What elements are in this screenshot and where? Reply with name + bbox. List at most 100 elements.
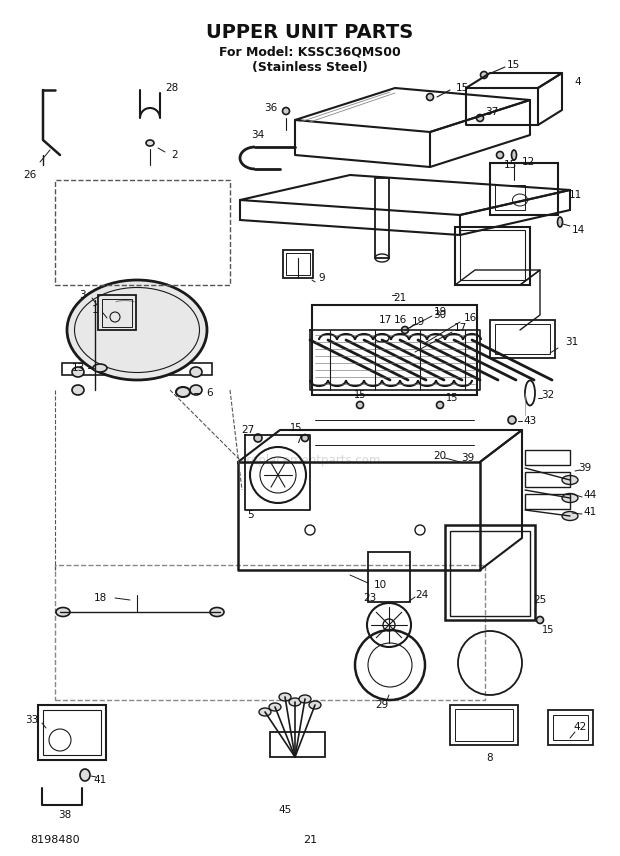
Ellipse shape [176, 387, 190, 397]
Text: 24: 24 [415, 590, 428, 600]
Text: 36: 36 [264, 103, 278, 113]
Ellipse shape [436, 401, 443, 408]
Ellipse shape [402, 326, 409, 334]
Text: 23: 23 [363, 593, 376, 603]
Bar [490, 320, 555, 358]
Text: 38: 38 [58, 810, 72, 820]
Text: 45: 45 [278, 805, 291, 815]
Text: 3: 3 [79, 290, 86, 300]
Ellipse shape [536, 616, 544, 623]
Text: 25: 25 [533, 595, 547, 605]
Text: 12: 12 [521, 157, 534, 167]
Bar [286, 253, 310, 275]
Text: 42: 42 [574, 722, 587, 732]
Text: 15: 15 [290, 423, 302, 433]
Bar [55, 180, 230, 285]
Ellipse shape [356, 401, 363, 408]
Text: 31: 31 [565, 337, 578, 347]
Text: 9: 9 [319, 273, 326, 283]
Text: 37: 37 [485, 107, 498, 117]
Bar [460, 230, 525, 280]
Text: 17: 17 [378, 315, 392, 325]
Text: 8: 8 [487, 753, 494, 763]
Text: 15: 15 [446, 393, 458, 403]
Bar [450, 531, 530, 616]
Bar [368, 552, 410, 602]
Bar [525, 494, 570, 509]
Ellipse shape [299, 695, 311, 703]
Ellipse shape [210, 608, 224, 616]
Ellipse shape [289, 698, 301, 706]
Bar [525, 472, 570, 487]
Text: 5: 5 [247, 510, 254, 520]
Text: 16: 16 [463, 313, 477, 323]
Bar [445, 525, 535, 620]
Bar [312, 305, 477, 395]
Ellipse shape [72, 367, 84, 377]
Ellipse shape [93, 364, 107, 372]
Text: 15: 15 [542, 625, 554, 635]
Text: 7: 7 [294, 435, 301, 445]
Bar [495, 324, 550, 354]
Bar [43, 710, 101, 755]
Text: 1: 1 [92, 305, 99, 315]
Text: 33: 33 [25, 715, 38, 725]
Ellipse shape [562, 494, 578, 502]
Bar [375, 178, 389, 258]
Bar [283, 250, 313, 278]
Text: 8198480: 8198480 [30, 835, 79, 845]
Text: 19: 19 [412, 317, 425, 327]
Ellipse shape [56, 608, 70, 616]
Bar [495, 185, 525, 210]
Bar [55, 565, 485, 700]
Ellipse shape [254, 434, 262, 442]
Ellipse shape [508, 416, 516, 424]
Text: (Stainless Steel): (Stainless Steel) [252, 61, 368, 74]
Text: 27: 27 [241, 425, 255, 435]
Bar [38, 705, 106, 760]
Text: For Model: KSSC36QMS00: For Model: KSSC36QMS00 [219, 45, 401, 58]
Ellipse shape [190, 367, 202, 377]
Text: 41: 41 [94, 775, 107, 785]
Text: 15: 15 [507, 60, 520, 70]
Bar [62, 363, 212, 375]
Text: 14: 14 [572, 225, 585, 235]
Text: 15: 15 [354, 390, 366, 400]
Ellipse shape [557, 217, 562, 227]
Text: 18: 18 [94, 593, 107, 603]
Text: 15: 15 [503, 160, 516, 170]
Bar [102, 299, 132, 327]
Text: 21: 21 [303, 835, 317, 845]
Ellipse shape [146, 140, 154, 146]
Text: 2: 2 [172, 150, 179, 160]
Bar [525, 450, 570, 465]
Ellipse shape [269, 703, 281, 711]
Ellipse shape [497, 152, 503, 158]
Ellipse shape [190, 385, 202, 395]
Text: 30: 30 [433, 310, 446, 320]
Text: 28: 28 [166, 83, 179, 93]
Text: UPPER UNIT PARTS: UPPER UNIT PARTS [206, 22, 414, 41]
Bar [455, 709, 513, 741]
Text: 32: 32 [541, 390, 555, 400]
Text: 10: 10 [373, 580, 386, 590]
Ellipse shape [283, 108, 290, 115]
Text: 21: 21 [393, 293, 407, 303]
Text: 4: 4 [575, 77, 582, 87]
Text: 17: 17 [453, 323, 467, 333]
Text: ereplacementparts.com: ereplacementparts.com [239, 454, 381, 467]
Ellipse shape [259, 708, 271, 716]
Ellipse shape [72, 385, 84, 395]
Text: 26: 26 [24, 170, 37, 180]
Ellipse shape [562, 475, 578, 484]
Text: 16: 16 [393, 315, 407, 325]
Ellipse shape [427, 93, 433, 100]
Text: 13: 13 [71, 363, 84, 373]
Text: 6: 6 [206, 388, 213, 398]
Ellipse shape [309, 701, 321, 709]
Ellipse shape [477, 115, 484, 122]
Text: 44: 44 [583, 490, 596, 500]
Ellipse shape [67, 280, 207, 380]
Ellipse shape [480, 72, 487, 79]
Ellipse shape [301, 435, 309, 442]
